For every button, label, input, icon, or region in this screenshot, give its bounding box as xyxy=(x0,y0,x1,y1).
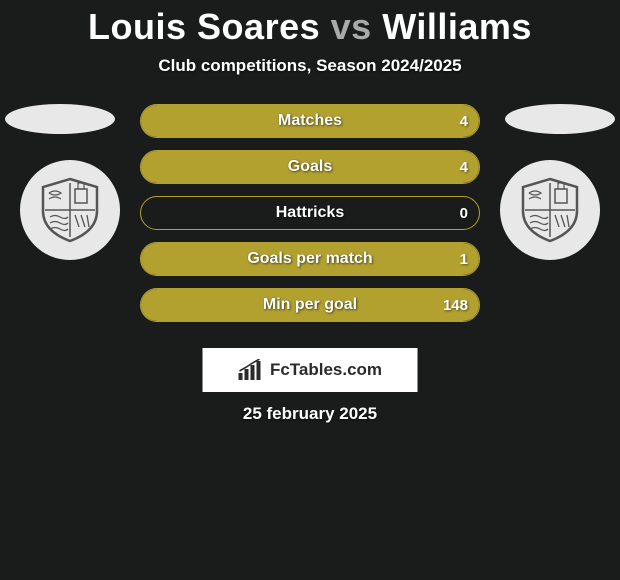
title-vs: vs xyxy=(331,6,372,47)
stat-bar-fill-right xyxy=(141,243,479,275)
stat-value-right: 4 xyxy=(460,104,468,138)
attribution-badge: FcTables.com xyxy=(203,348,418,392)
player1-club-badge xyxy=(20,160,120,260)
stat-row: Goals4 xyxy=(140,150,480,184)
stat-row: Goals per match1 xyxy=(140,242,480,276)
stat-bar-track xyxy=(140,196,480,230)
stat-row: Min per goal148 xyxy=(140,288,480,322)
player2-ellipse xyxy=(505,104,615,134)
player1-ellipse xyxy=(5,104,115,134)
stat-bars: Matches4 Goals4 Hattricks0 Goals per match1… xyxy=(140,104,480,334)
stat-row: Matches4 xyxy=(140,104,480,138)
shield-icon xyxy=(515,175,585,245)
page-title: Louis Soares vs Williams xyxy=(0,6,620,48)
stat-bar-fill-right xyxy=(141,289,479,321)
shield-icon xyxy=(35,175,105,245)
stat-value-right: 148 xyxy=(443,288,468,322)
stat-bar-fill-right xyxy=(141,151,479,183)
stat-bar-track xyxy=(140,242,480,276)
comparison-widget: Louis Soares vs Williams Club competitio… xyxy=(0,0,620,580)
stat-bar-track xyxy=(140,288,480,322)
subtitle: Club competitions, Season 2024/2025 xyxy=(0,56,620,76)
stat-bar-fill-right xyxy=(141,105,479,137)
player2-club-badge xyxy=(500,160,600,260)
title-player2: Williams xyxy=(382,6,532,47)
stat-value-right: 0 xyxy=(460,196,468,230)
stat-row: Hattricks0 xyxy=(140,196,480,230)
date-line: 25 february 2025 xyxy=(0,404,620,424)
stat-value-right: 1 xyxy=(460,242,468,276)
stat-bar-track xyxy=(140,150,480,184)
title-player1: Louis Soares xyxy=(88,6,320,47)
stat-bar-track xyxy=(140,104,480,138)
chart-icon xyxy=(238,359,264,381)
attribution-text: FcTables.com xyxy=(270,360,382,380)
stat-value-right: 4 xyxy=(460,150,468,184)
